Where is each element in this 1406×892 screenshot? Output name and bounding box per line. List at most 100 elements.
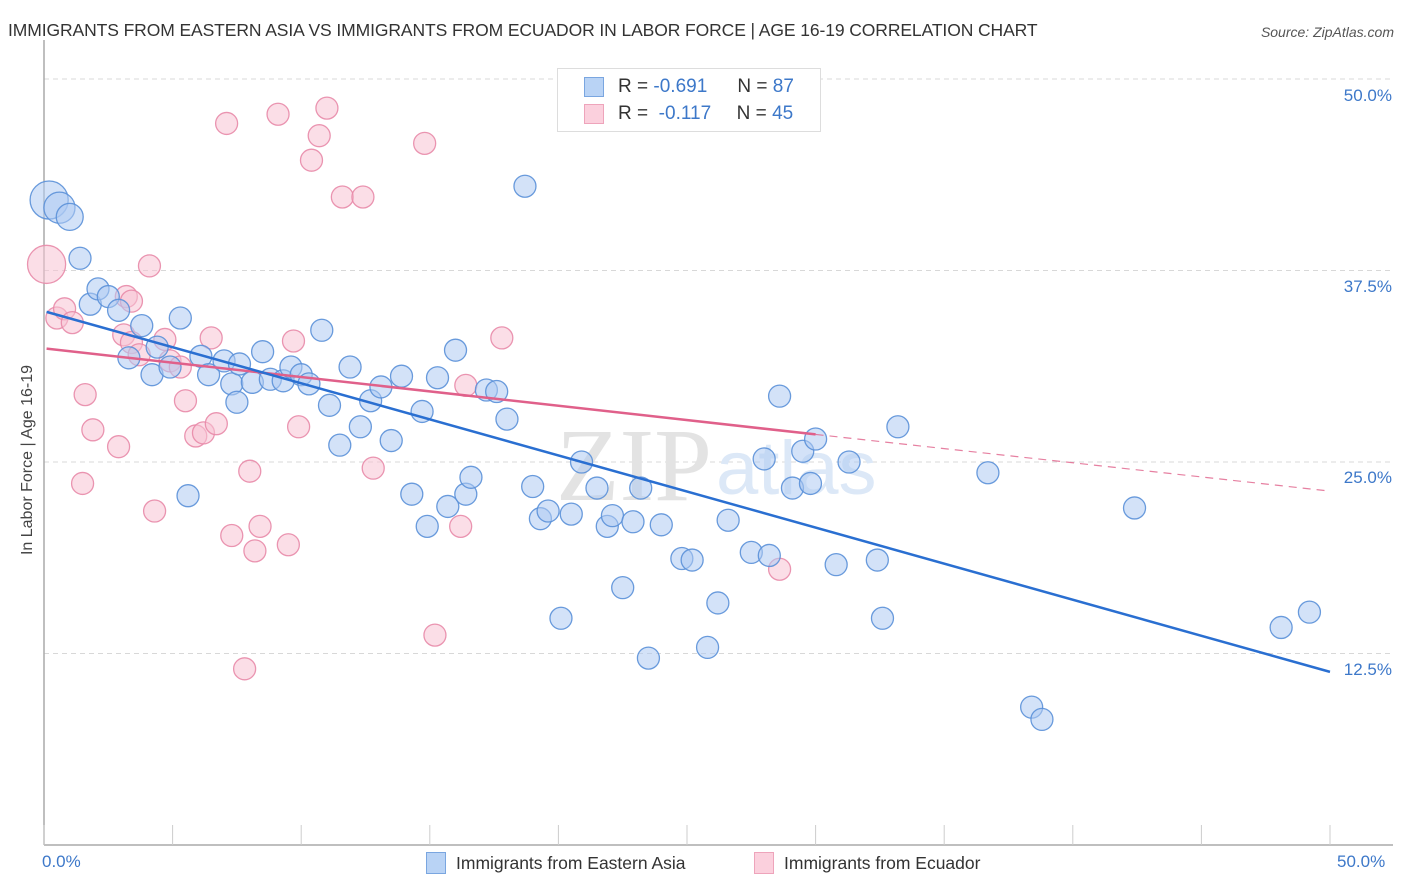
ecuador-point bbox=[214, 111, 239, 136]
eastern-asia-point bbox=[1030, 707, 1054, 732]
eastern-asia-point bbox=[55, 202, 84, 232]
ecuador-point bbox=[70, 471, 95, 496]
eastern-asia-point bbox=[798, 471, 823, 496]
ecuador-point bbox=[232, 657, 257, 681]
eastern-asia-point bbox=[436, 494, 460, 519]
eastern-asia-point bbox=[886, 415, 910, 439]
eastern-asia-point bbox=[559, 502, 583, 526]
eastern-asia-point bbox=[513, 174, 537, 198]
stats-legend: R = -0.691 N = 87 R = -0.117 N = 45 bbox=[557, 68, 821, 132]
ecuador-point bbox=[490, 326, 514, 350]
eastern-asia-point bbox=[1269, 615, 1293, 640]
axes bbox=[43, 40, 1393, 846]
ecuador-point bbox=[299, 148, 324, 172]
y-axis-label: In Labor Force | Age 16-19 bbox=[19, 364, 36, 556]
eastern-asia-point bbox=[870, 606, 895, 630]
ecuador-point bbox=[330, 185, 355, 209]
eastern-asia-point bbox=[680, 548, 704, 572]
eastern-asia-point bbox=[636, 646, 661, 670]
r-label: R = bbox=[618, 76, 649, 97]
eastern-asia-point bbox=[250, 340, 275, 364]
eastern-asia-point bbox=[225, 390, 249, 414]
x-tick-label: 50.0% bbox=[1337, 852, 1386, 871]
eastern-asia-swatch bbox=[426, 852, 446, 874]
r-value: -0.117 bbox=[658, 103, 712, 124]
ecuador-point bbox=[60, 310, 84, 335]
eastern-asia-point bbox=[649, 513, 673, 537]
ecuador-point bbox=[137, 254, 162, 278]
eastern-asia-point bbox=[106, 298, 131, 322]
eastern-asia-point bbox=[621, 510, 645, 534]
ecuador-point bbox=[243, 539, 267, 563]
y-tick-label: 25.0% bbox=[1343, 468, 1392, 487]
eastern-asia-trend-line bbox=[46, 310, 1331, 674]
ecuador-point bbox=[281, 329, 306, 353]
y-tick-label: 12.5% bbox=[1343, 660, 1392, 679]
eastern-asia-point bbox=[400, 482, 424, 506]
eastern-asia-point bbox=[585, 476, 609, 500]
ecuador-point bbox=[73, 382, 97, 407]
ecuador-point bbox=[266, 102, 290, 126]
legend-label: Immigrants from Eastern Asia bbox=[456, 852, 686, 873]
eastern-asia-point bbox=[521, 474, 545, 499]
eastern-asia-point bbox=[317, 393, 342, 417]
eastern-asia-point bbox=[629, 476, 653, 500]
ecuador-point bbox=[106, 435, 131, 459]
r-label: R = bbox=[618, 103, 649, 124]
ecuador-point bbox=[423, 623, 447, 647]
eastern-asia-point bbox=[1122, 496, 1147, 520]
x-tick-label: 0.0% bbox=[42, 852, 81, 871]
ecuador-point bbox=[351, 185, 375, 209]
legend-label: Immigrants from Ecuador bbox=[784, 852, 981, 873]
legend-item-eastern-asia[interactable]: Immigrants from Eastern Asia bbox=[426, 852, 686, 874]
eastern-asia-point bbox=[549, 606, 573, 630]
ecuador-swatch bbox=[584, 104, 604, 124]
eastern-asia-point bbox=[68, 246, 92, 270]
eastern-asia-point bbox=[837, 450, 861, 474]
ecuador-point bbox=[220, 523, 244, 548]
eastern-asia-point bbox=[310, 318, 334, 342]
n-value: 87 bbox=[772, 76, 794, 97]
n-label: N = bbox=[737, 76, 768, 97]
eastern-asia-point bbox=[130, 314, 154, 338]
eastern-asia-point bbox=[824, 552, 848, 577]
ecuador-point bbox=[449, 514, 473, 538]
n-value: 45 bbox=[772, 103, 794, 124]
ecuador-point bbox=[307, 124, 331, 148]
watermark: ZIP atlas bbox=[556, 408, 877, 523]
r-value: -0.691 bbox=[653, 76, 708, 97]
eastern-asia-swatch bbox=[584, 77, 604, 97]
eastern-asia-point bbox=[716, 508, 740, 532]
eastern-asia-point bbox=[459, 465, 483, 489]
chart-title: IMMIGRANTS FROM EASTERN ASIA VS IMMIGRAN… bbox=[8, 20, 1038, 40]
trend-lines bbox=[46, 310, 1331, 674]
stats-row-eastern-asia: R = -0.691 N = 87 bbox=[584, 75, 794, 99]
eastern-asia-point bbox=[425, 366, 450, 390]
series-eastern-asia-points bbox=[29, 174, 1322, 732]
eastern-asia-point bbox=[168, 306, 192, 330]
eastern-asia-point bbox=[536, 499, 560, 523]
ecuador-point bbox=[413, 131, 437, 155]
eastern-asia-point bbox=[348, 415, 373, 439]
ecuador-point bbox=[204, 412, 228, 436]
eastern-asia-point bbox=[495, 407, 519, 431]
ecuador-point bbox=[173, 389, 198, 413]
ecuador-point bbox=[286, 415, 311, 439]
eastern-asia-point bbox=[338, 355, 362, 379]
eastern-asia-point bbox=[176, 484, 200, 508]
eastern-asia-point bbox=[389, 364, 414, 388]
eastern-asia-point bbox=[695, 635, 720, 660]
ecuador-point bbox=[199, 326, 223, 350]
ecuador-point bbox=[454, 373, 478, 398]
eastern-asia-point bbox=[803, 427, 828, 451]
ecuador-point bbox=[142, 499, 167, 523]
ecuador-trend-line bbox=[46, 347, 816, 436]
eastern-asia-point bbox=[196, 363, 221, 387]
legend-item-ecuador[interactable]: Immigrants from Ecuador bbox=[754, 852, 980, 874]
eastern-asia-point bbox=[1297, 600, 1322, 624]
ecuador-trend-extension bbox=[815, 433, 1331, 492]
eastern-asia-point bbox=[865, 548, 889, 572]
y-tick-label: 37.5% bbox=[1343, 277, 1392, 296]
eastern-asia-point bbox=[706, 591, 730, 615]
